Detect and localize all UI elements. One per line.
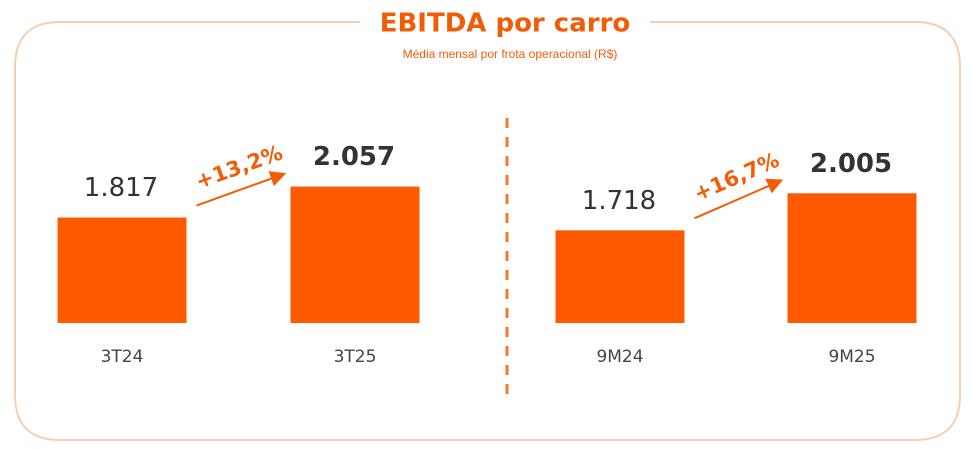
x-tick-label: 3T24 [101, 347, 144, 367]
chart-title: EBITDA por carro [380, 9, 631, 39]
value-label: 1.718 [582, 186, 656, 216]
bar [290, 186, 420, 323]
value-label: 2.005 [810, 149, 892, 179]
x-tick-label: 9M25 [828, 347, 875, 367]
chart-subtitle: Média mensal por frota operacional (R$) [403, 47, 618, 61]
bar [57, 217, 187, 323]
growth-arrow [694, 178, 784, 220]
x-tick-label: 3T25 [334, 347, 377, 367]
value-label: 2.057 [313, 142, 395, 172]
bar [555, 230, 685, 323]
growth-arrow [196, 171, 287, 207]
x-tick-label: 9M24 [596, 347, 643, 367]
growth-label: +13,2% [193, 140, 286, 193]
bar [787, 193, 917, 323]
growth-label: +16,7% [690, 148, 783, 206]
frame [14, 21, 961, 441]
value-label: 1.817 [84, 173, 158, 203]
